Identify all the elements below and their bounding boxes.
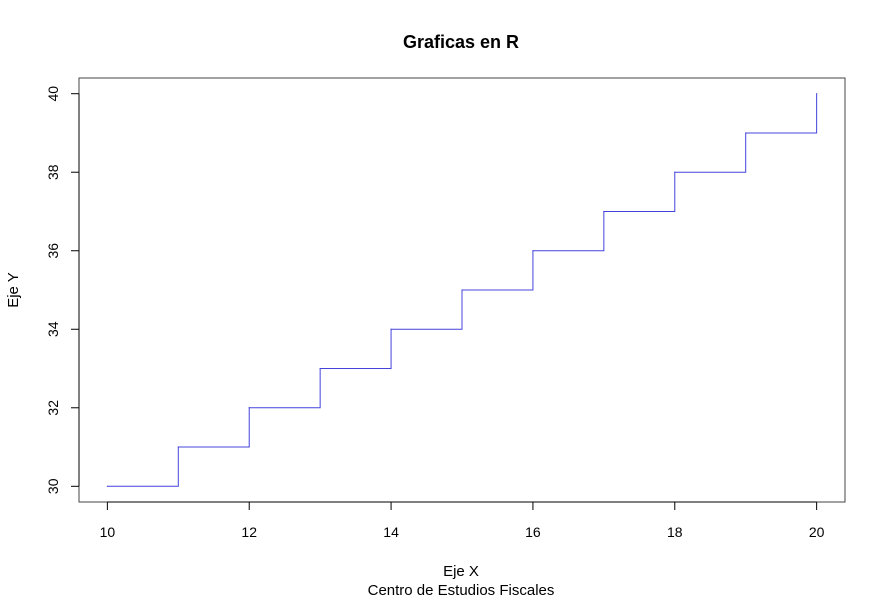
data-point [319, 367, 321, 370]
y-tick-label: 32 [45, 400, 61, 416]
x-tick-label: 14 [383, 524, 399, 540]
y-tick-label: 38 [45, 164, 61, 180]
data-point [532, 250, 534, 252]
data-point [461, 289, 463, 291]
x-axis-label: Eje X [443, 563, 479, 580]
y-tick-label: 36 [45, 243, 61, 259]
x-tick-label: 12 [241, 524, 257, 540]
x-tick-label: 16 [525, 524, 541, 540]
data-point [177, 446, 179, 448]
y-tick-label: 40 [45, 86, 61, 102]
chart-title: Graficas en R [403, 32, 519, 52]
chart-subtitle: Centro de Estudios Fiscales [368, 582, 555, 599]
y-axis-label: Eje Y [5, 272, 22, 308]
x-tick-label: 10 [100, 524, 116, 540]
data-point [674, 171, 676, 173]
data-point [248, 407, 250, 409]
x-tick-label: 20 [809, 524, 825, 540]
x-tick-label: 18 [667, 524, 683, 540]
data-point [745, 132, 747, 134]
data-point [603, 210, 605, 213]
y-tick-label: 34 [45, 321, 61, 337]
y-axis: 30 32 34 36 38 40 [45, 86, 80, 494]
data-point [816, 93, 818, 95]
x-axis: 10 12 14 16 18 20 [100, 501, 825, 540]
data-point [390, 328, 392, 330]
series-layer [106, 93, 818, 487]
data-point [106, 485, 108, 487]
y-tick-label: 30 [45, 478, 61, 494]
